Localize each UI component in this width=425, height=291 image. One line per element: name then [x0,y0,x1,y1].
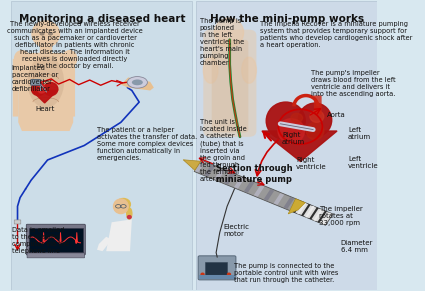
Ellipse shape [127,77,147,88]
Ellipse shape [306,122,324,140]
FancyBboxPatch shape [203,30,256,137]
Polygon shape [254,185,264,197]
FancyBboxPatch shape [31,79,41,85]
Text: The pump is
positioned
in the left
ventricle, the
heart's main
pumping
chamber: The pump is positioned in the left ventr… [200,18,244,66]
Polygon shape [297,202,306,214]
Ellipse shape [40,33,44,35]
Bar [40,40,51,53]
Text: Right
ventricle: Right ventricle [296,157,327,170]
FancyBboxPatch shape [198,256,236,280]
Polygon shape [301,204,311,216]
Text: Left
atrium: Left atrium [348,127,371,140]
Ellipse shape [62,51,77,67]
FancyBboxPatch shape [314,95,322,115]
Polygon shape [262,131,337,162]
Polygon shape [288,199,305,214]
Text: Data is emailed
to the hospital
computer via the
telephone line: Data is emailed to the hospital computer… [11,227,69,253]
Ellipse shape [214,18,244,47]
Bar [11,1,192,290]
Circle shape [227,273,230,276]
Text: The patient or a helper
activates the transfer of data.
Some more complex device: The patient or a helper activates the tr… [97,127,197,161]
Ellipse shape [266,102,305,140]
Polygon shape [264,189,274,201]
Text: Heart: Heart [35,107,54,112]
Ellipse shape [44,83,58,95]
Ellipse shape [242,57,256,83]
Text: The pump's impeller
draws blood from the left
ventricle and delivers it
into the: The pump's impeller draws blood from the… [312,70,396,97]
Ellipse shape [127,208,132,219]
Polygon shape [274,193,284,205]
Polygon shape [97,237,112,251]
Ellipse shape [38,85,46,93]
FancyBboxPatch shape [27,253,85,258]
Polygon shape [13,58,18,116]
Text: Right
atrium: Right atrium [282,132,305,146]
Polygon shape [321,212,331,224]
Ellipse shape [31,83,45,95]
Text: The Impella Recover is a miniature pumping
system that provides temporary suppor: The Impella Recover is a miniature pumpi… [260,21,412,48]
Bar [196,1,377,290]
Text: Aorta: Aorta [327,112,346,118]
Polygon shape [317,211,327,223]
Circle shape [201,273,204,276]
Text: The unit is
located inside
a catheter
(tube) that is
inserted via
the groin and
: The unit is located inside a catheter (t… [200,119,246,182]
Ellipse shape [310,111,324,122]
FancyBboxPatch shape [14,220,21,224]
Polygon shape [68,58,75,116]
Text: Monitoring a diseased heart: Monitoring a diseased heart [19,14,186,24]
Text: Section through
miniature pump: Section through miniature pump [216,164,293,184]
Polygon shape [194,160,300,212]
Ellipse shape [32,21,60,47]
Polygon shape [244,181,255,193]
Polygon shape [309,207,319,219]
Ellipse shape [298,103,332,137]
Ellipse shape [132,79,143,85]
Polygon shape [121,77,154,91]
Polygon shape [305,206,314,218]
Text: Diameter
6.4 mm: Diameter 6.4 mm [341,239,373,253]
Text: Electric
motor: Electric motor [224,224,249,237]
Ellipse shape [113,199,128,214]
Ellipse shape [278,119,304,143]
FancyBboxPatch shape [199,275,235,279]
FancyBboxPatch shape [212,40,248,132]
Text: Left
ventricle: Left ventricle [348,156,379,169]
FancyBboxPatch shape [26,224,85,255]
Polygon shape [204,165,215,177]
Circle shape [128,216,131,219]
Ellipse shape [291,113,303,123]
Polygon shape [183,160,201,170]
Polygon shape [224,173,235,184]
Text: The pump is connected to the
portable control unit with wires
that run through t: The pump is connected to the portable co… [235,263,339,283]
Polygon shape [283,197,294,209]
Text: The newly-developed wireless receiver
communicates with an implanted device
such: The newly-developed wireless receiver co… [7,21,143,69]
Polygon shape [293,201,303,213]
Polygon shape [106,219,132,251]
Polygon shape [313,209,323,221]
Text: How the mini-pump works: How the mini-pump works [210,14,365,24]
Ellipse shape [116,198,130,210]
Polygon shape [32,91,57,103]
Ellipse shape [49,33,52,35]
FancyBboxPatch shape [206,262,227,275]
Text: The impeller
rotates at
33,000 rpm: The impeller rotates at 33,000 rpm [319,206,363,226]
Polygon shape [234,177,245,189]
Text: Implanted
pacemaker or
cardioverter
defibrillator: Implanted pacemaker or cardioverter defi… [11,65,58,92]
Polygon shape [214,169,225,181]
FancyBboxPatch shape [29,228,83,252]
Polygon shape [195,161,205,173]
Ellipse shape [14,51,29,67]
Polygon shape [18,53,73,131]
Ellipse shape [28,56,64,108]
Polygon shape [293,201,333,225]
Ellipse shape [203,57,218,83]
